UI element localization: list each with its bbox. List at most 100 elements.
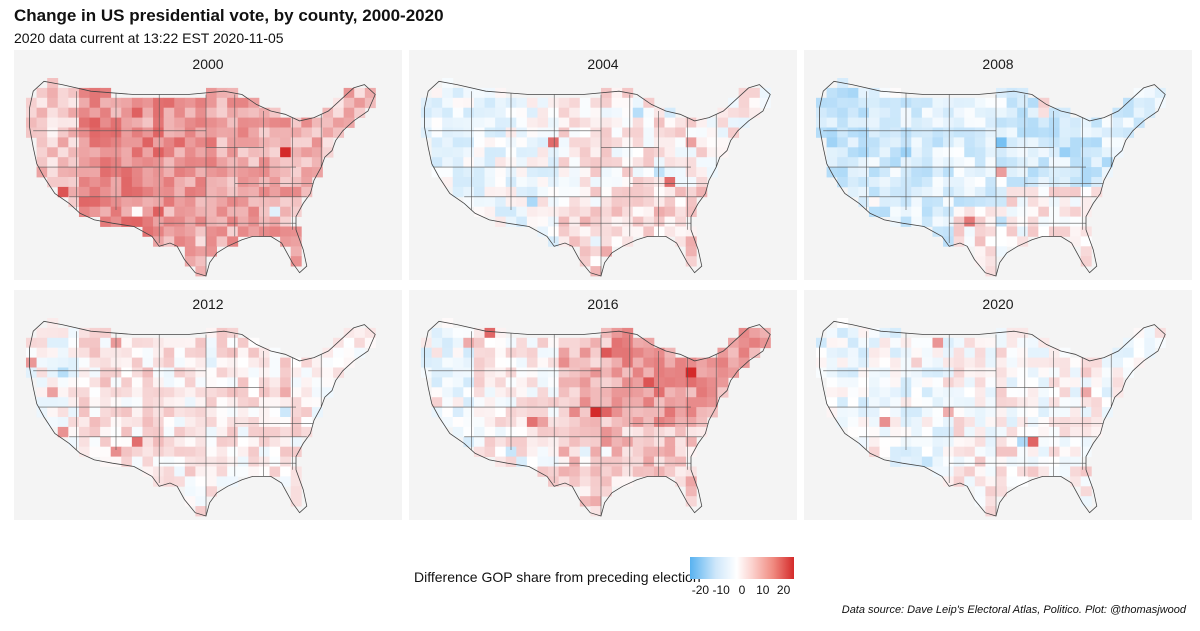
county-cell [227, 137, 239, 148]
county-cell [974, 426, 986, 438]
county-cell [311, 117, 323, 128]
county-cell [248, 157, 260, 168]
county-cell [68, 186, 80, 198]
county-cell [174, 397, 186, 408]
county-cell [495, 387, 507, 398]
county-cell [237, 387, 249, 398]
county-cell [601, 377, 612, 388]
county-cell [1017, 466, 1029, 477]
legend-tick: 10 [756, 583, 770, 597]
county-cell [195, 226, 207, 237]
county-cell [590, 496, 602, 507]
county-cell [227, 157, 239, 168]
county-cell [36, 357, 48, 368]
county-cell [495, 327, 507, 339]
county-cell [280, 407, 292, 418]
county-cell [1112, 117, 1124, 128]
county-cell [248, 446, 260, 457]
county-cell [206, 466, 217, 477]
county-cell [57, 157, 69, 168]
county-cell [879, 367, 891, 378]
facet-panel-2008: 2008 [804, 50, 1192, 280]
county-cell [68, 327, 80, 339]
county-cell [932, 407, 944, 418]
county-cell [206, 177, 217, 188]
county-cell [837, 117, 849, 128]
county-cell [526, 387, 538, 398]
county-cell [1080, 466, 1092, 477]
county-cell [248, 226, 260, 237]
county-cell [452, 367, 464, 378]
county-cell [632, 337, 644, 349]
county-cell [847, 107, 859, 118]
county-cell [311, 397, 323, 408]
county-cell [248, 387, 260, 398]
county-cell [622, 377, 634, 388]
county-cell [195, 97, 207, 109]
county-cell [78, 397, 90, 408]
county-cell [1070, 137, 1082, 148]
county-cell [706, 137, 718, 148]
county-cell [996, 147, 1007, 158]
county-cell [675, 446, 687, 457]
county-cell [900, 216, 912, 227]
county-cell [611, 97, 623, 109]
county-cell [131, 357, 143, 368]
county-cell [696, 147, 708, 158]
county-cell [516, 167, 528, 178]
county-cell [131, 186, 143, 198]
county-cell [921, 127, 933, 138]
county-cell [195, 426, 207, 438]
county-cell [643, 446, 655, 457]
county-cell [964, 436, 976, 448]
county-cell [174, 367, 186, 378]
county-cell [280, 466, 292, 477]
county-cell [632, 117, 644, 128]
county-cell [921, 167, 933, 178]
county-cell [174, 436, 186, 448]
county-cell [1059, 446, 1071, 457]
county-cell [685, 397, 697, 408]
county-cell [322, 367, 334, 378]
county-cell [826, 107, 838, 118]
county-cell [696, 117, 708, 128]
county-cell [463, 436, 475, 448]
county-cell [452, 147, 464, 158]
county-cell [601, 456, 612, 467]
county-cell [601, 246, 612, 257]
county-cell [974, 236, 986, 247]
county-cell [996, 206, 1007, 217]
county-cell [452, 327, 464, 339]
county-cell [579, 397, 591, 408]
county-cell [463, 167, 475, 178]
county-cell [1027, 226, 1039, 237]
county-cell [964, 147, 976, 158]
county-cell [227, 167, 239, 178]
county-cell [153, 157, 165, 168]
county-cell [868, 417, 880, 428]
county-cell [696, 167, 708, 178]
county-cell [78, 327, 90, 339]
county-cell [47, 157, 59, 168]
county-cell [537, 216, 549, 227]
county-cell [195, 397, 207, 408]
county-cell [269, 226, 281, 237]
county-cell [153, 206, 165, 217]
county-cell [685, 387, 697, 398]
county-cell [974, 387, 986, 398]
county-cell [100, 117, 112, 128]
county-cell [153, 186, 165, 198]
county-cell [68, 177, 80, 188]
county-cell [206, 157, 217, 168]
county-cell [1048, 167, 1060, 178]
county-cell [227, 127, 239, 138]
county-cell [1017, 436, 1029, 448]
county-cell [47, 397, 59, 408]
county-cell [248, 397, 260, 408]
county-cell [685, 246, 697, 257]
county-cell [974, 117, 986, 128]
county-cell [558, 476, 570, 487]
county-cell [68, 347, 80, 358]
county-cell [442, 377, 454, 388]
county-cell [964, 107, 976, 118]
